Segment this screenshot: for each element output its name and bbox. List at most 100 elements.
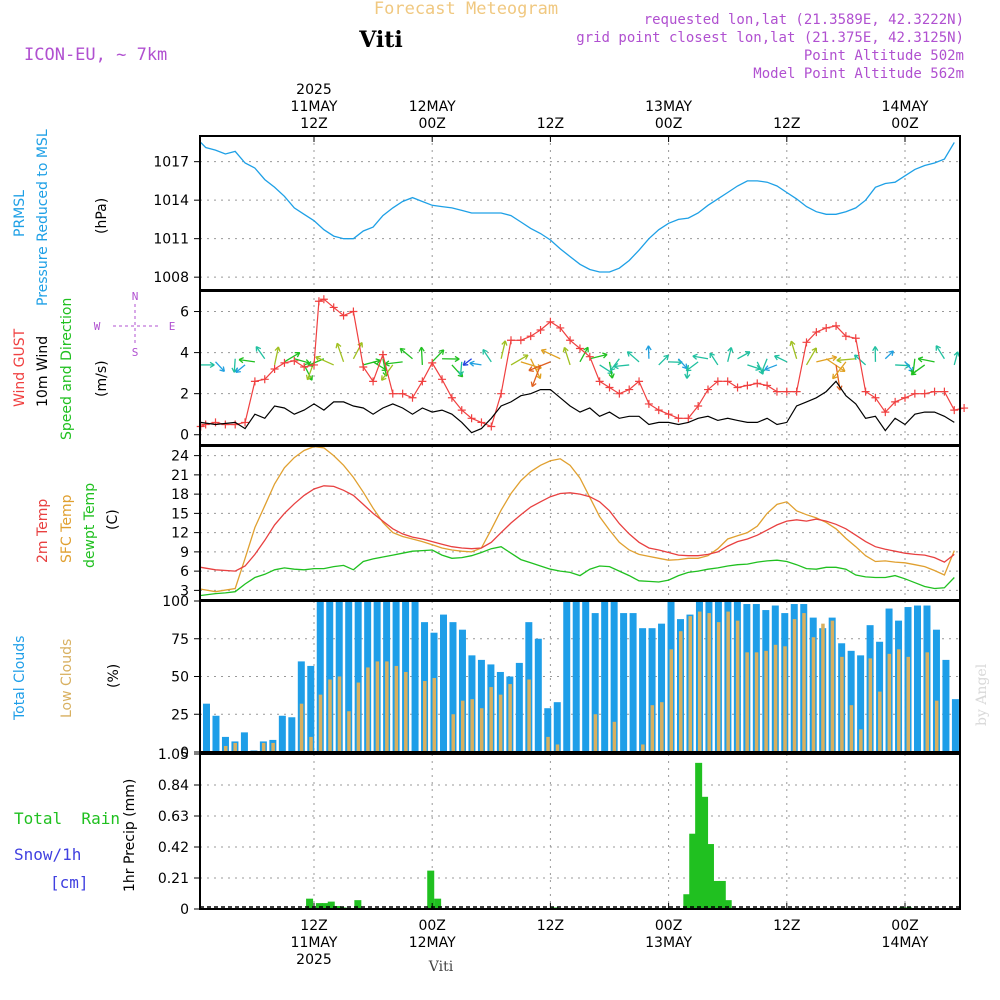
cloud-panel xyxy=(203,601,959,752)
wind-arrow xyxy=(382,358,387,377)
wind-arrow-head xyxy=(645,345,652,351)
wind-arrow xyxy=(774,355,788,363)
low-cloud-bar xyxy=(821,623,825,752)
wind-arrow-head xyxy=(709,352,715,359)
grid-lines xyxy=(200,136,960,910)
wind-arrow xyxy=(273,346,280,366)
precip-bar xyxy=(689,833,697,909)
gust-marker xyxy=(822,323,831,332)
time-label-bottom: 12Z xyxy=(300,918,327,934)
gust-marker xyxy=(871,393,880,402)
y-tick-label: 75 xyxy=(171,632,189,648)
total-cloud-bar xyxy=(458,629,466,752)
y-tick-label: 6 xyxy=(180,305,189,321)
y-tick-label: 1008 xyxy=(153,270,189,286)
low-cloud-bar xyxy=(660,702,664,752)
wind-arrow-head xyxy=(744,351,751,357)
gust-marker xyxy=(901,393,909,402)
wind-label-10m: 10m Wind xyxy=(35,336,51,407)
gust-marker xyxy=(575,344,584,353)
wind-arrow xyxy=(294,358,310,364)
wind-arrow xyxy=(431,349,445,363)
precip-label-unit: [cm] xyxy=(50,873,89,892)
wind-arrow-head xyxy=(872,346,879,352)
total-cloud-bar xyxy=(307,665,315,752)
footer-location: Viti xyxy=(428,959,454,975)
wind-arrow xyxy=(609,358,620,371)
gust-marker xyxy=(546,317,555,326)
wind-arrow-head xyxy=(209,361,215,369)
gust-marker xyxy=(369,377,378,386)
low-cloud-bar xyxy=(612,721,617,752)
gust-marker xyxy=(497,389,506,398)
low-cloud-bar xyxy=(385,661,389,752)
low-cloud-bar xyxy=(451,714,455,752)
low-cloud-bar xyxy=(347,711,351,752)
gust-marker xyxy=(841,332,850,341)
wind-arrow-head xyxy=(438,349,445,355)
total-cloud-bar xyxy=(477,659,485,752)
precip-bar xyxy=(354,900,362,909)
gust-marker xyxy=(526,332,535,341)
y-tick-label: 1011 xyxy=(153,232,189,248)
gust-marker xyxy=(644,399,653,408)
precip-bar xyxy=(427,870,435,909)
wind-arrow xyxy=(935,345,945,360)
gust-marker xyxy=(339,311,348,320)
gust-marker xyxy=(930,387,939,396)
temp-unit: (C) xyxy=(105,509,121,530)
wind-arrow xyxy=(790,340,798,359)
time-label-top: 12Z xyxy=(537,116,564,132)
wind-arrow xyxy=(469,362,482,366)
y-tick-label: 0 xyxy=(180,745,189,761)
wind-arrow-head xyxy=(613,362,619,370)
precip-bar xyxy=(321,903,329,909)
gust-marker xyxy=(221,420,230,429)
wind-arrow xyxy=(482,349,492,363)
low-cloud-bar xyxy=(271,742,275,752)
axis-ticks: 1008101110141017024636912151821240255075… xyxy=(153,155,200,918)
time-label-bottom: 14MAY xyxy=(882,935,929,951)
low-cloud-bar xyxy=(527,679,531,752)
wind-arrow xyxy=(284,352,301,363)
wind-arrow xyxy=(953,351,959,366)
compass-w: W xyxy=(94,320,101,333)
wind-arrow xyxy=(805,347,817,366)
y-tick-label: 0.42 xyxy=(158,840,189,856)
y-tick-label: 1014 xyxy=(153,193,189,209)
wind-arrow-head xyxy=(626,351,633,357)
temp-label-dewpt: dewpt Temp xyxy=(82,483,98,568)
low-cloud-bar xyxy=(878,691,882,752)
wind-arrow-head xyxy=(235,367,241,373)
time-label-bottom: 12Z xyxy=(773,918,800,934)
wind-arrow xyxy=(685,361,699,372)
low-cloud-bar xyxy=(792,619,797,752)
wind-arrow-head xyxy=(399,347,406,354)
low-cloud-bar xyxy=(318,694,323,752)
temperature-panel xyxy=(200,445,955,597)
cloud-label-total: Total Clouds xyxy=(12,636,28,721)
wind-label-gust: Wind GUST xyxy=(12,328,28,407)
precip-bar xyxy=(306,898,314,909)
chart-title: Forecast Meteogram xyxy=(374,0,558,19)
time-label-bottom: 12MAY xyxy=(409,935,456,951)
low-cloud-bar xyxy=(223,745,228,752)
gust-marker xyxy=(635,377,644,386)
gust-marker xyxy=(447,393,456,402)
total-cloud-bar xyxy=(221,736,229,752)
low-cloud-bar xyxy=(555,744,560,752)
y-tick-label: 24 xyxy=(171,449,189,465)
wind-arrow xyxy=(764,364,778,371)
wind-arrow xyxy=(579,347,589,363)
gust-marker xyxy=(763,381,772,390)
low-cloud-bar xyxy=(337,676,342,752)
wind-arrow xyxy=(541,349,561,360)
y-tick-label: 18 xyxy=(171,487,189,503)
gust-marker xyxy=(782,387,791,396)
wind-arrow-head xyxy=(663,354,669,361)
time-label-top: 11MAY xyxy=(291,99,338,115)
wind-arrow xyxy=(658,354,669,366)
wind-arrow-head xyxy=(469,360,475,367)
wind-arrow-head xyxy=(501,340,508,346)
low-cloud-bar xyxy=(887,653,892,752)
